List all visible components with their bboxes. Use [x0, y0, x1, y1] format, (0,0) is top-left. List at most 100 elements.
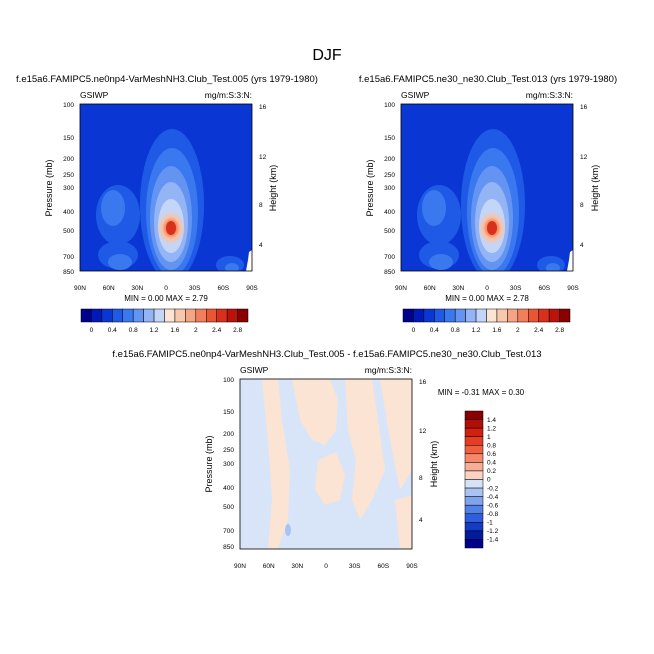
panel-2-missing-data: [567, 250, 573, 271]
panel-1-y-right-ticks: 16 12 8 4: [259, 104, 267, 249]
colorbar-3-label: 1: [487, 434, 491, 441]
colorbar-1-swatch: [80, 308, 92, 323]
panel-3-field: [240, 379, 412, 549]
colorbar-2-swatch: [465, 308, 477, 323]
colorbar-2: 0 0.4 0.8 1.2 1.6 2 2.4 2.8: [402, 308, 571, 334]
panel-1-y-tick: 150: [63, 135, 74, 142]
panel-2-x-tick: 90S: [567, 285, 579, 292]
panel-3-ylabel-right: Height (km): [429, 441, 439, 488]
colorbar-1-label: 0.4: [108, 327, 117, 334]
colorbar-1-swatch: [143, 308, 155, 323]
colorbar-3-label: -0.6: [487, 502, 499, 509]
panel-3: f.e15a6.FAMIPC5.ne0np4-VarMeshNH3.Club_T…: [112, 349, 541, 570]
colorbar-2-label: 0: [412, 327, 416, 334]
colorbar-2-swatch: [559, 308, 571, 323]
panel-3-x-tick: 30N: [291, 563, 303, 570]
colorbar-3-swatch: [464, 453, 484, 463]
panel-1-x-tick: 90S: [246, 285, 258, 292]
panel-1-field: [80, 104, 252, 271]
colorbar-1: 0 0.4 0.8 1.2 1.6 2 2.4 2.8: [80, 308, 249, 334]
colorbar-3-swatch: [464, 470, 484, 480]
colorbar-1-swatch: [206, 308, 217, 323]
colorbar-1-labels: 0 0.4 0.8 1.2 1.6 2 2.4 2.8: [90, 327, 243, 334]
panel-1-units-label: mg/m:S:3:N:: [205, 90, 252, 100]
panel-3-y-ticks: 100 150 200 250 300 400 500 700 850: [223, 377, 234, 551]
colorbar-2-swatch: [402, 308, 414, 323]
panel-3-y-tick: 500: [223, 504, 234, 511]
colorbar-1-label: 0.8: [129, 327, 138, 334]
colorbar-3: 1.4 1.2 1 0.8 0.6 0.4 0.2 0 -0.2 -0.4 -0…: [464, 410, 499, 549]
colorbar-3-label: 0.2: [487, 468, 496, 475]
colorbar-2-label: 0.8: [451, 327, 460, 334]
panel-2: f.e15a6.FAMIPC5.ne30_ne30.Club_Test.013 …: [359, 74, 617, 303]
panel-2-y-tick: 850: [384, 269, 395, 276]
panel-3-x-tick: 90S: [406, 563, 418, 570]
panel-2-contour: [546, 263, 560, 271]
colorbar-3-swatch: [464, 410, 484, 420]
panel-1-y-tick: 300: [63, 185, 74, 192]
panel-2-contour: [487, 221, 497, 235]
colorbar-2-swatch: [517, 308, 529, 323]
panel-2-x-tick: 60N: [424, 285, 436, 292]
panel-1-y-tick: 400: [63, 209, 74, 216]
colorbar-3-label: 1.4: [487, 417, 496, 424]
colorbar-3-swatch: [464, 445, 484, 455]
panel-1-x-tick: 30N: [131, 285, 143, 292]
panel-1-y-tick: 500: [63, 228, 74, 235]
panel-2-height-tick: 16: [580, 104, 588, 111]
panel-3-x-tick: 30S: [349, 563, 361, 570]
colorbar-1-swatch: [174, 308, 186, 323]
panel-2-x-ticks: 90N 60N 30N 0 30S 60S 90S: [395, 285, 579, 292]
panel-3-units-label: mg/m:S:3:N:: [365, 365, 412, 375]
panel-1-ylabel-right: Height (km): [268, 165, 278, 212]
panel-3-frame: [239, 378, 413, 550]
colorbar-3-swatch: [464, 496, 484, 506]
colorbar-3-swatch: [464, 462, 484, 472]
panel-2-y-tick: 250: [384, 172, 395, 179]
colorbar-1-label: 1.2: [149, 327, 158, 334]
colorbar-1-swatch: [122, 308, 134, 323]
panel-1-contour: [166, 221, 176, 235]
colorbar-1-swatch: [91, 308, 103, 323]
panel-2-y-right-ticks: 16 12 8 4: [580, 104, 588, 249]
colorbar-2-swatch: [413, 308, 425, 323]
panel-3-y-tick: 250: [223, 447, 234, 454]
colorbar-2-label: 2.8: [555, 327, 564, 334]
panel-3-x-ticks: 90N 60N 30N 0 30S 60S 90S: [234, 563, 418, 570]
panel-2-height-tick: 12: [580, 154, 588, 161]
panel-2-contour: [422, 190, 446, 226]
panel-2-y-tick: 700: [384, 254, 395, 261]
colorbar-3-swatch: [464, 530, 484, 540]
figure-title: DJF: [312, 47, 342, 64]
panel-2-variable-label: GSIWP: [401, 90, 430, 100]
colorbar-2-label: 1.2: [471, 327, 480, 334]
colorbar-3-label: -1.4: [487, 537, 499, 544]
panel-2-y-tick: 100: [384, 102, 395, 109]
colorbar-3-label: 0.4: [487, 460, 496, 467]
panel-3-height-tick: 16: [419, 379, 427, 386]
colorbar-1-swatch: [132, 308, 144, 323]
colorbar-1-swatch: [112, 308, 123, 323]
panel-3-negative-spot: [285, 524, 291, 536]
colorbar-2-swatch: [548, 308, 560, 323]
panel-3-y-tick: 700: [223, 528, 234, 535]
colorbar-2-swatch: [496, 308, 508, 323]
panel-2-y-tick: 500: [384, 228, 395, 235]
panel-2-frame: [400, 103, 574, 272]
colorbar-3-label: -0.2: [487, 485, 499, 492]
colorbar-2-swatch: [475, 308, 487, 323]
panel-1-frame: [79, 103, 253, 272]
panel-3-y-tick: 300: [223, 461, 234, 468]
panel-1-contour: [225, 263, 239, 271]
panel-1-x-tick: 0: [164, 285, 168, 292]
colorbar-2-swatch: [528, 308, 539, 323]
panel-1-y-tick: 700: [63, 254, 74, 261]
panel-1-y-tick: 850: [63, 269, 74, 276]
panel-1-missing-data: [246, 250, 252, 271]
panel-2-x-tick: 0: [485, 285, 489, 292]
colorbar-2-label: 2: [516, 327, 520, 334]
panel-2-units-label: mg/m:S:3:N:: [526, 90, 573, 100]
colorbar-3-swatch: [464, 419, 484, 429]
colorbar-3-label: -0.8: [487, 511, 499, 518]
